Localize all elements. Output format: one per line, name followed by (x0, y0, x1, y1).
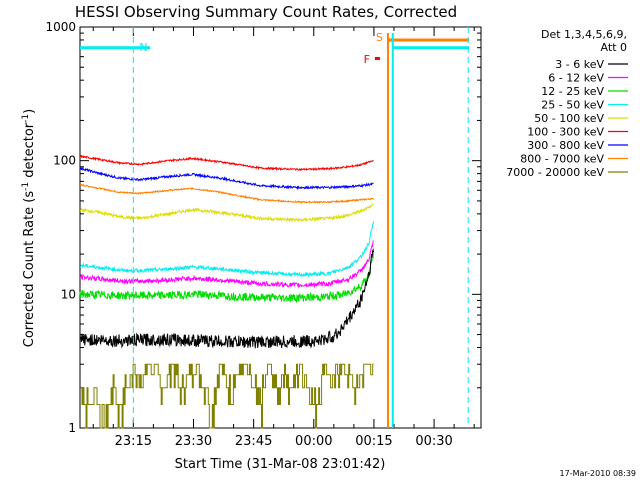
y-tick-label: 1000 (45, 20, 76, 34)
series-line-800-7000-kev (79, 183, 374, 204)
flare-marker-label: F (364, 53, 370, 66)
series-line-12-25-kev (79, 251, 374, 304)
series-layer (79, 154, 374, 429)
timestamp-label: 17-Mar-2010 08:39 (560, 469, 637, 478)
series-line-25-50-kev (79, 221, 374, 278)
flag-layer: N SF (80, 27, 469, 428)
flag-label-s: S (376, 31, 383, 44)
legend-entry-label: 6 - 12 keV (548, 72, 604, 85)
legend-entry-label: 3 - 6 keV (555, 58, 604, 71)
legend-entry-label: 12 - 25 keV (541, 85, 604, 98)
legend-entry-label: 50 - 100 keV (534, 112, 604, 125)
y-axis-ticks: 1 10 100 1000 (45, 20, 481, 435)
series-line-100-300-kev (79, 154, 374, 172)
y-axis-label: Corrected Count Rate (s-1 detector-1) (21, 109, 37, 347)
x-tick-label: 00:00 (295, 434, 332, 449)
y-tick-label: 100 (53, 154, 76, 168)
x-tick-label: 00:30 (415, 434, 452, 449)
plot-area (79, 26, 482, 429)
legend-entry-label: 800 - 7000 keV (520, 153, 604, 166)
legend-entry-label: 300 - 800 keV (527, 139, 604, 152)
legend-entry-label: 7000 - 20000 keV (506, 166, 604, 179)
legend-entry-label: 25 - 50 keV (541, 99, 604, 112)
series-line-7000-20000-kev (80, 363, 374, 429)
legend-header: Att 0 (601, 41, 627, 54)
legend-entry-label: 100 - 300 keV (527, 126, 604, 139)
plot-frame (79, 26, 482, 429)
x-tick-label: 23:45 (235, 434, 272, 449)
series-line-3-6-kev (79, 247, 374, 349)
flag-label-n: N (139, 41, 147, 54)
x-axis-label: Start Time (31-Mar-08 23:01:42) (175, 457, 386, 472)
x-axis-ticks: 23:15 23:30 23:45 00:00 00:15 00:30 (92, 27, 475, 449)
y-tick-label: 10 (61, 287, 76, 301)
x-tick-label: 23:30 (175, 434, 212, 449)
series-line-300-800-kev (79, 166, 374, 191)
x-tick-label: 00:15 (355, 434, 392, 449)
series-line-50-100-kev (79, 203, 374, 223)
chart-title: HESSI Observing Summary Count Rates, Cor… (75, 3, 457, 21)
series-line-6-12-kev (79, 240, 374, 289)
x-tick-label: 23:15 (115, 434, 152, 449)
legend-header: Det 1,3,4,5,6,9, (541, 28, 627, 41)
y-tick-label: 1 (68, 421, 76, 435)
flare-marker (374, 57, 380, 60)
